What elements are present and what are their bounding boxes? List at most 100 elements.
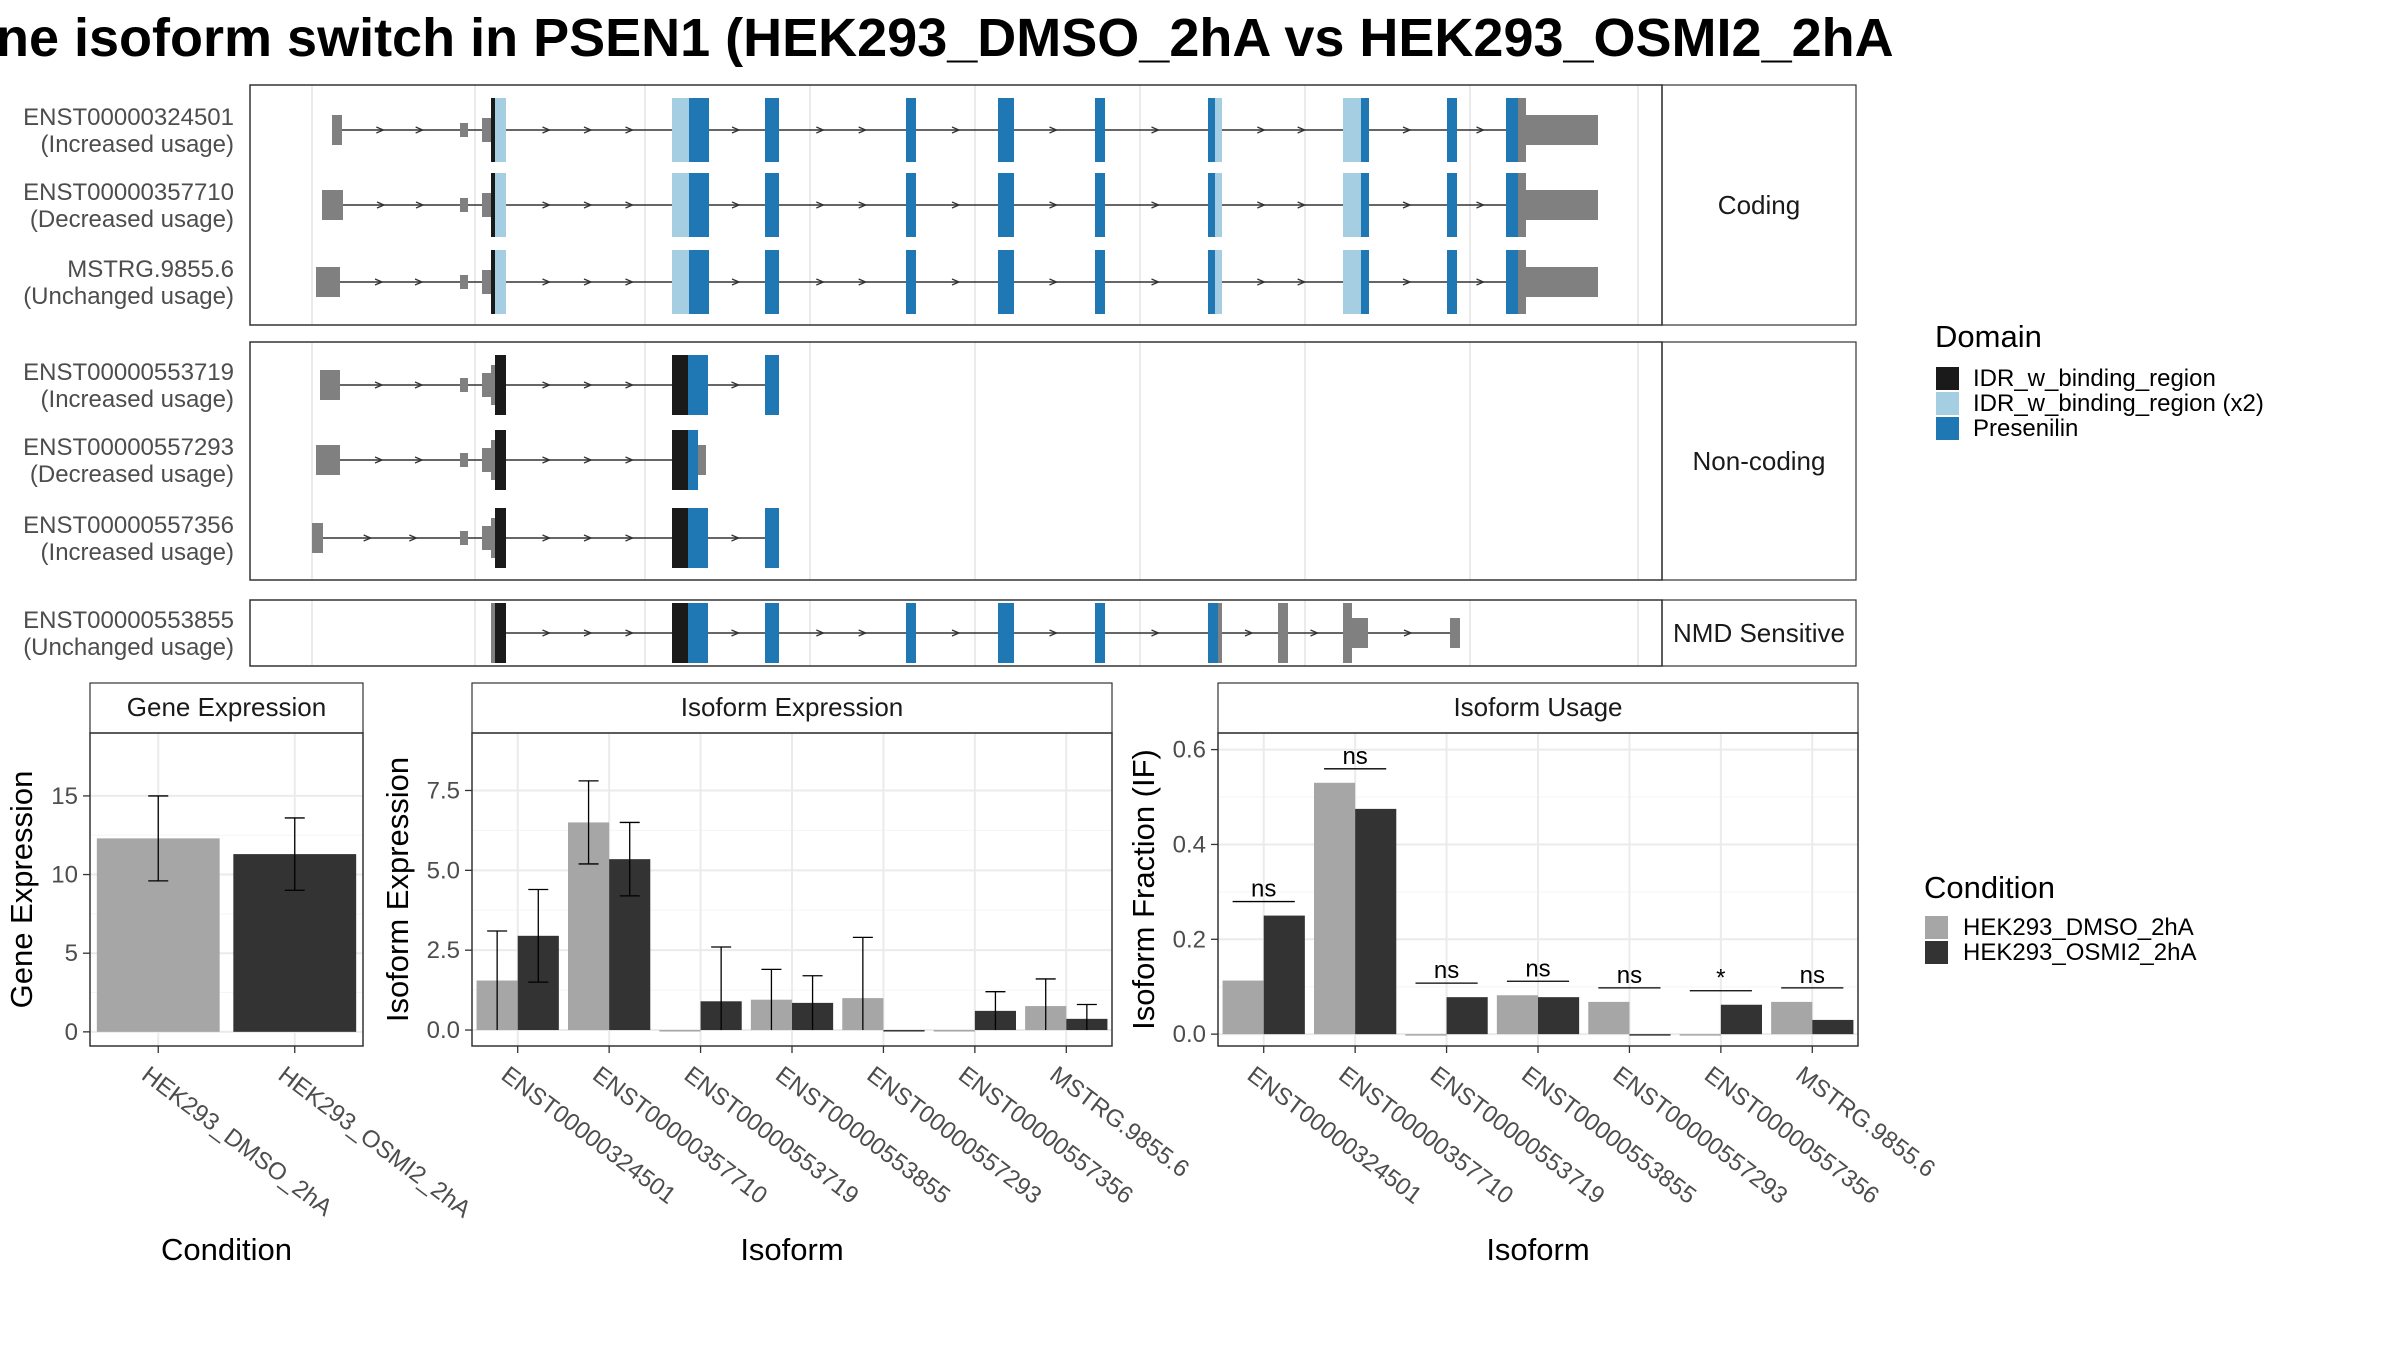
intron-arrow: [731, 629, 741, 637]
y-tick-label: 0.0: [427, 1017, 460, 1044]
facet-strip: [1661, 599, 1857, 667]
intron-arrow: [731, 534, 741, 542]
facet-label: Coding: [1718, 190, 1800, 220]
exon: [482, 448, 491, 472]
intron-arrow: [409, 534, 418, 542]
intron-arrow: [731, 126, 741, 134]
bar: [1629, 1034, 1671, 1036]
intron-arrow: [542, 278, 552, 286]
exon: [491, 173, 495, 237]
y-tick-label: 0: [65, 1019, 78, 1046]
y-tick-label: 15: [51, 783, 78, 810]
x-tick-label: ENST00000324501: [1242, 1061, 1427, 1209]
bar: [933, 1030, 975, 1032]
legends: Domain IDR_w_binding_regionIDR_w_binding_…: [1924, 319, 2264, 966]
intron-arrow: [1297, 278, 1307, 286]
y-tick-label: 0.2: [1173, 926, 1206, 953]
facet-strip: [1661, 341, 1857, 581]
intron-arrow: [542, 456, 552, 464]
isoform-id-label: ENST00000553855: [23, 607, 234, 634]
exon: [1215, 250, 1222, 314]
exon: [1343, 98, 1361, 162]
condition-legend-key: [1925, 916, 1948, 939]
x-axis-title: Isoform: [740, 1232, 843, 1267]
exon: [672, 508, 688, 568]
exon: [320, 370, 340, 400]
condition-legend-title: Condition: [1924, 870, 2055, 905]
exon: [1450, 618, 1460, 648]
exon: [460, 378, 468, 392]
condition-legend-label: HEK293_DMSO_2hA: [1963, 914, 2194, 941]
exon: [482, 193, 491, 217]
exon: [1215, 173, 1222, 237]
exon: [1518, 250, 1526, 314]
y-axis-title: Isoform Fraction (IF): [1126, 749, 1161, 1030]
y-tick-label: 0.4: [1173, 831, 1206, 858]
intron-arrow: [1403, 629, 1413, 637]
bar: [1446, 997, 1488, 1035]
exon: [495, 508, 506, 568]
exon: [460, 123, 468, 137]
exon: [460, 275, 468, 289]
significance-label: ns: [1525, 955, 1550, 982]
y-tick-label: 0.0: [1173, 1021, 1206, 1048]
exon: [672, 98, 689, 162]
domain-legend-label: IDR_w_binding_region (x2): [1973, 390, 2264, 417]
domain-legend-label: Presenilin: [1973, 415, 2078, 442]
exon: [1343, 250, 1361, 314]
intron-arrow: [1244, 629, 1254, 637]
intron-arrow: [1257, 201, 1266, 209]
intron-arrow: [816, 126, 825, 134]
isoform-row: ENST00000557293(Decreased usage): [23, 430, 706, 490]
exon: [1361, 98, 1369, 162]
intron-arrow: [1151, 278, 1161, 286]
exon: [672, 603, 688, 663]
exon: [495, 430, 506, 490]
isoform-id-label: ENST00000357710: [23, 179, 234, 206]
exon: [491, 250, 495, 314]
intron-arrow: [542, 629, 552, 637]
isoform-usage-label: (Increased usage): [41, 131, 234, 158]
exon: [1447, 98, 1457, 162]
chart-panel: Isoform Expression 0.0 2.5 5.0 7.5 ENST000003…: [380, 682, 1194, 1267]
isoform-id-label: ENST00000557356: [23, 512, 234, 539]
exon: [491, 365, 495, 405]
intron-arrow: [1151, 126, 1161, 134]
bar: [1222, 980, 1264, 1035]
intron-arrow: [414, 381, 424, 389]
exon: [460, 531, 468, 545]
exon: [1518, 173, 1526, 237]
exon: [1208, 250, 1215, 314]
intron-arrow: [731, 278, 741, 286]
bar: [659, 1030, 701, 1032]
chart-strip: [471, 682, 1113, 734]
intron-arrow: [625, 126, 635, 134]
intron-arrow: [1310, 629, 1320, 637]
isoform-id-label: ENST00000553719: [23, 359, 234, 386]
intron-arrow: [374, 278, 384, 286]
y-tick-label: 2.5: [427, 937, 460, 964]
exon: [672, 355, 688, 415]
isoform-row: ENST00000553719(Increased usage): [23, 355, 779, 415]
exon: [1526, 115, 1598, 145]
intron-arrow: [951, 278, 961, 286]
intron-arrow: [1402, 201, 1412, 209]
facet-label: NMD Sensitive: [1673, 618, 1845, 648]
condition-legend-label: HEK293_OSMI2_2hA: [1963, 939, 2196, 966]
exon: [482, 373, 491, 397]
exon: [998, 250, 1014, 314]
intron-arrow: [951, 629, 961, 637]
intron-arrow: [1402, 126, 1412, 134]
exon: [1095, 250, 1105, 314]
exon: [1447, 173, 1457, 237]
exon: [1506, 250, 1518, 314]
exon: [688, 508, 708, 568]
bar: [1263, 915, 1305, 1035]
exon: [998, 173, 1014, 237]
y-axis-title: Isoform Expression: [380, 757, 415, 1022]
significance-label: ns: [1800, 962, 1825, 989]
intron-arrow: [1049, 278, 1059, 286]
intron-arrow: [625, 381, 635, 389]
domain-legend-key: [1936, 392, 1959, 415]
